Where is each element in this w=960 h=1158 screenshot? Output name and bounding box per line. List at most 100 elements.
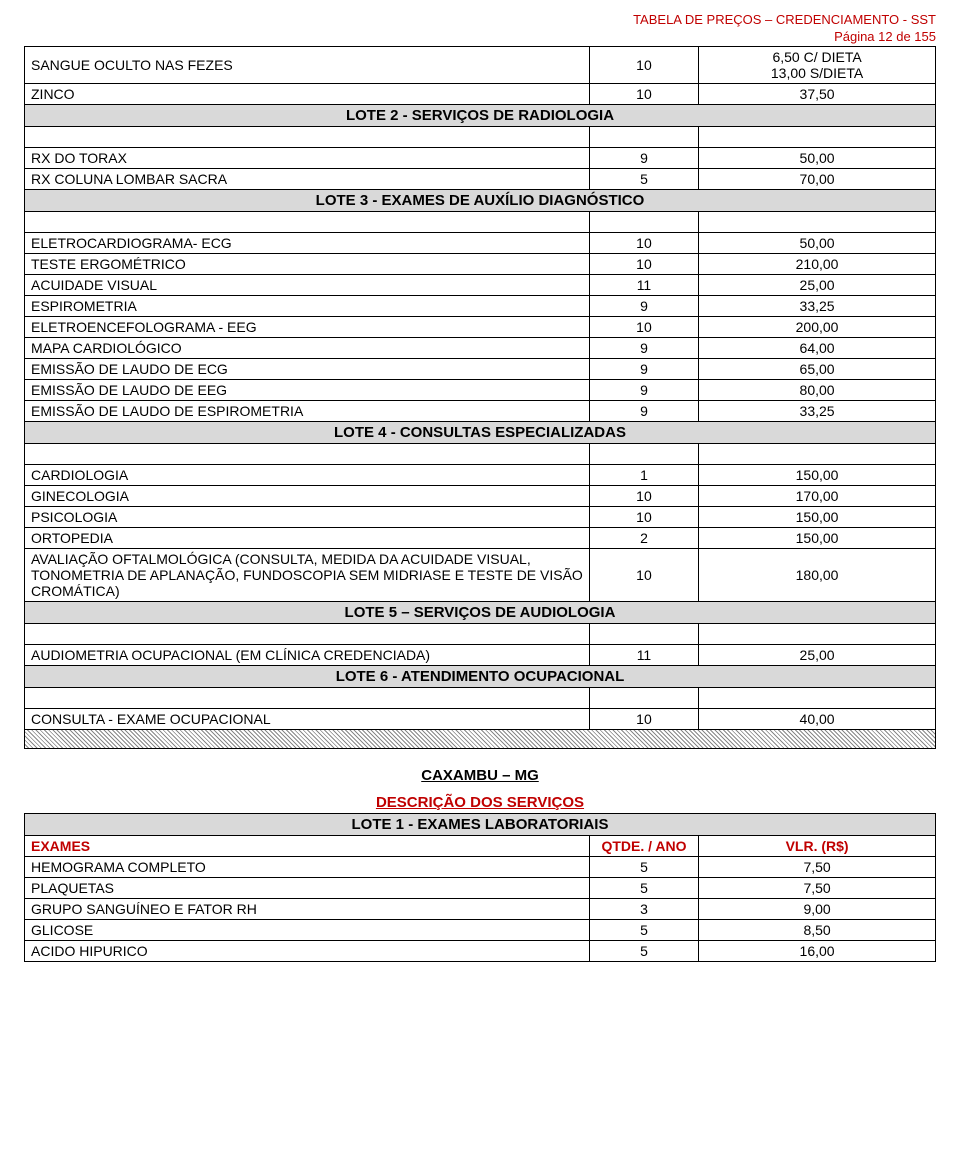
item-desc: EMISSÃO DE LAUDO DE EEG — [25, 379, 590, 400]
section-header: LOTE 6 - ATENDIMENTO OCUPACIONAL — [25, 665, 936, 687]
table-row: ELETROENCEFOLOGRAMA - EEG10200,00 — [25, 316, 936, 337]
table-row: ACIDO HIPURICO516,00 — [25, 940, 936, 961]
blank-cell — [589, 687, 698, 708]
blank-cell — [25, 443, 590, 464]
price-table: SANGUE OCULTO NAS FEZES106,50 C/ DIETA13… — [24, 46, 936, 730]
table-row: CONSULTA - EXAME OCUPACIONAL1040,00 — [25, 708, 936, 729]
item-val: 64,00 — [699, 337, 936, 358]
blank-cell — [589, 126, 698, 147]
item-val: 65,00 — [699, 358, 936, 379]
table-row: PLAQUETAS57,50 — [25, 877, 936, 898]
blank-cell — [699, 211, 936, 232]
item-val: 33,25 — [699, 400, 936, 421]
item-qty: 10 — [589, 83, 698, 104]
blank-cell — [699, 126, 936, 147]
section-header: LOTE 1 - EXAMES LABORATORIAIS — [25, 813, 936, 835]
item-desc: RX DO TORAX — [25, 147, 590, 168]
item-qty: 9 — [589, 358, 698, 379]
item-qty: 1 — [589, 464, 698, 485]
item-val: 9,00 — [699, 898, 936, 919]
table-row: ACUIDADE VISUAL1125,00 — [25, 274, 936, 295]
item-val: 25,00 — [699, 274, 936, 295]
item-val: 6,50 C/ DIETA13,00 S/DIETA — [699, 46, 936, 83]
blank-cell — [699, 623, 936, 644]
table-row: EMISSÃO DE LAUDO DE ESPIROMETRIA933,25 — [25, 400, 936, 421]
item-desc: ORTOPEDIA — [25, 527, 590, 548]
item-qty: 11 — [589, 274, 698, 295]
col-header-vlr: VLR. (R$) — [699, 835, 936, 856]
item-desc: ELETROCARDIOGRAMA- ECG — [25, 232, 590, 253]
table-row: TESTE ERGOMÉTRICO10210,00 — [25, 253, 936, 274]
item-qty: 10 — [589, 316, 698, 337]
item-qty: 5 — [589, 877, 698, 898]
table-row: EMISSÃO DE LAUDO DE ECG965,00 — [25, 358, 936, 379]
item-val: 50,00 — [699, 232, 936, 253]
table-row: GLICOSE58,50 — [25, 919, 936, 940]
item-val: 180,00 — [699, 548, 936, 601]
item-val: 37,50 — [699, 83, 936, 104]
item-desc: GRUPO SANGUÍNEO E FATOR RH — [25, 898, 590, 919]
item-desc: AUDIOMETRIA OCUPACIONAL (EM CLÍNICA CRED… — [25, 644, 590, 665]
item-val: 200,00 — [699, 316, 936, 337]
table-row: GRUPO SANGUÍNEO E FATOR RH39,00 — [25, 898, 936, 919]
page-number: Página 12 de 155 — [24, 29, 936, 46]
section-header: LOTE 2 - SERVIÇOS DE RADIOLOGIA — [25, 104, 936, 126]
item-desc: ACUIDADE VISUAL — [25, 274, 590, 295]
table-row: SANGUE OCULTO NAS FEZES106,50 C/ DIETA13… — [25, 46, 936, 83]
table-row: AUDIOMETRIA OCUPACIONAL (EM CLÍNICA CRED… — [25, 644, 936, 665]
item-val: 33,25 — [699, 295, 936, 316]
item-desc: PSICOLOGIA — [25, 506, 590, 527]
table-row: HEMOGRAMA COMPLETO57,50 — [25, 856, 936, 877]
table-row: AVALIAÇÃO OFTALMOLÓGICA (CONSULTA, MEDID… — [25, 548, 936, 601]
item-desc: RX COLUNA LOMBAR SACRA — [25, 168, 590, 189]
blank-cell — [589, 211, 698, 232]
table-row: ESPIROMETRIA933,25 — [25, 295, 936, 316]
item-desc: EMISSÃO DE LAUDO DE ECG — [25, 358, 590, 379]
item-qty: 9 — [589, 147, 698, 168]
item-val: 170,00 — [699, 485, 936, 506]
item-qty: 10 — [589, 485, 698, 506]
blank-cell — [25, 126, 590, 147]
item-qty: 10 — [589, 506, 698, 527]
item-val: 7,50 — [699, 856, 936, 877]
item-val: 80,00 — [699, 379, 936, 400]
table-row: ORTOPEDIA2150,00 — [25, 527, 936, 548]
blank-cell — [699, 443, 936, 464]
desc-servicos: DESCRIÇÃO DOS SERVIÇOS — [24, 794, 936, 811]
item-val: 150,00 — [699, 527, 936, 548]
item-desc: ELETROENCEFOLOGRAMA - EEG — [25, 316, 590, 337]
item-qty: 5 — [589, 168, 698, 189]
item-val: 150,00 — [699, 464, 936, 485]
blank-cell — [25, 211, 590, 232]
item-val: 150,00 — [699, 506, 936, 527]
item-qty: 10 — [589, 253, 698, 274]
item-qty: 11 — [589, 644, 698, 665]
item-qty: 9 — [589, 400, 698, 421]
item-qty: 9 — [589, 295, 698, 316]
table-row: MAPA CARDIOLÓGICO964,00 — [25, 337, 936, 358]
doc-title: TABELA DE PREÇOS – CREDENCIAMENTO - SST — [24, 12, 936, 29]
item-desc: EMISSÃO DE LAUDO DE ESPIROMETRIA — [25, 400, 590, 421]
item-qty: 5 — [589, 940, 698, 961]
item-desc: ACIDO HIPURICO — [25, 940, 590, 961]
item-qty: 9 — [589, 337, 698, 358]
item-val: 25,00 — [699, 644, 936, 665]
col-header-exames: EXAMES — [25, 835, 590, 856]
table-row: RX DO TORAX950,00 — [25, 147, 936, 168]
item-qty: 9 — [589, 379, 698, 400]
item-val: 7,50 — [699, 877, 936, 898]
item-val: 210,00 — [699, 253, 936, 274]
item-qty: 2 — [589, 527, 698, 548]
table-row: CARDIOLOGIA1150,00 — [25, 464, 936, 485]
location-heading: CAXAMBU – MG — [24, 767, 936, 784]
item-desc: GLICOSE — [25, 919, 590, 940]
table-row: ZINCO1037,50 — [25, 83, 936, 104]
section-divider — [24, 729, 936, 749]
item-desc: SANGUE OCULTO NAS FEZES — [25, 46, 590, 83]
table-row: PSICOLOGIA10150,00 — [25, 506, 936, 527]
blank-cell — [699, 687, 936, 708]
item-val: 16,00 — [699, 940, 936, 961]
item-val: 40,00 — [699, 708, 936, 729]
item-desc: HEMOGRAMA COMPLETO — [25, 856, 590, 877]
item-desc: ZINCO — [25, 83, 590, 104]
